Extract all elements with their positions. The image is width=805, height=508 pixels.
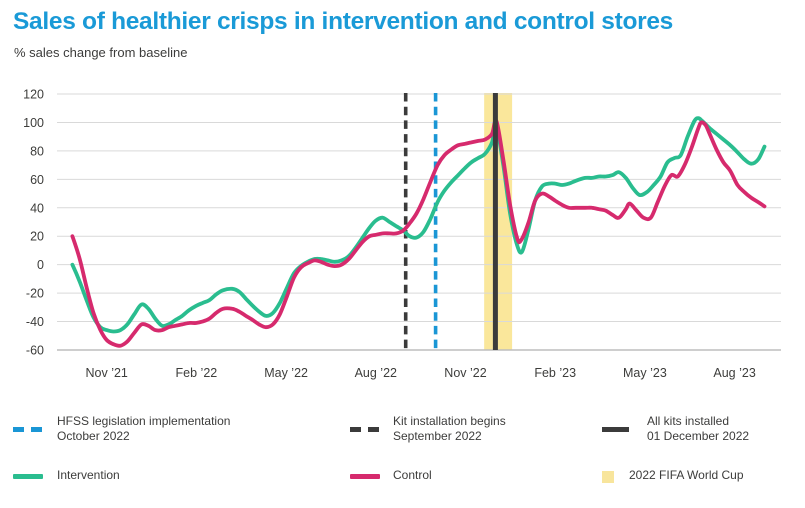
svg-text:40: 40: [30, 201, 44, 215]
svg-text:80: 80: [30, 144, 44, 158]
svg-text:60: 60: [30, 173, 44, 187]
svg-text:May ’22: May ’22: [264, 366, 308, 380]
svg-text:Aug ’22: Aug ’22: [355, 366, 397, 380]
svg-text:Nov ’22: Nov ’22: [444, 366, 486, 380]
svg-text:-20: -20: [26, 287, 44, 301]
svg-text:Feb ’23: Feb ’23: [534, 366, 576, 380]
legend-label-intervention: Intervention: [57, 468, 120, 482]
svg-text:Feb ’22: Feb ’22: [176, 366, 218, 380]
svg-text:-40: -40: [26, 315, 44, 329]
worldcup-band-swatch: [602, 471, 614, 483]
page-subtitle: % sales change from baseline: [14, 45, 188, 60]
control-line-swatch: [350, 474, 380, 479]
hfss-dashed-line-swatch: [13, 427, 43, 432]
svg-text:May ’23: May ’23: [623, 366, 667, 380]
svg-text:100: 100: [23, 116, 44, 130]
svg-text:0: 0: [37, 258, 44, 272]
all-kits-solid-line-swatch: [602, 427, 629, 432]
intervention-line-swatch: [13, 474, 43, 479]
page-title: Sales of healthier crisps in interventio…: [13, 8, 673, 35]
svg-text:120: 120: [23, 88, 44, 102]
legend-label-kit-installation: Kit installation begins September 2022: [393, 414, 506, 443]
legend-label-control: Control: [393, 468, 432, 482]
legend-label-all-kits: All kits installed 01 December 2022: [647, 414, 750, 443]
svg-text:Nov ’21: Nov ’21: [86, 366, 128, 380]
legend-label-worldcup: 2022 FIFA World Cup: [629, 468, 744, 482]
svg-text:-60: -60: [26, 344, 44, 358]
legend-label-hfss: HFSS legislation implementation October …: [57, 414, 231, 443]
svg-text:Aug ’23: Aug ’23: [713, 366, 755, 380]
kit-dashed-line-swatch: [350, 427, 380, 432]
svg-text:20: 20: [30, 230, 44, 244]
